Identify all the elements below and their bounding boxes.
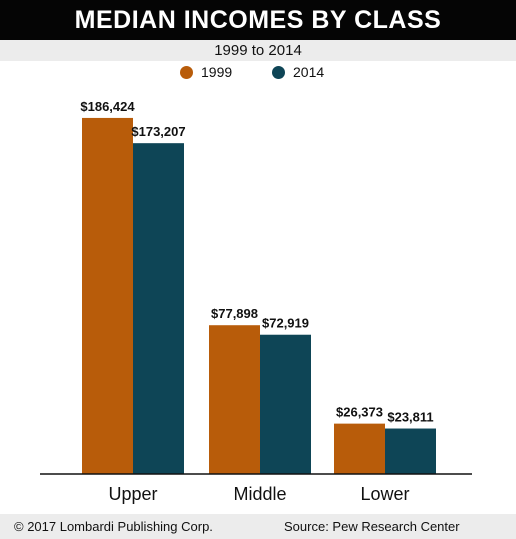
category-label-lower: Lower [360,484,409,504]
data-label-upper-2014: $173,207 [131,124,185,139]
category-label-middle: Middle [233,484,286,504]
bar-middle-1999 [209,325,260,474]
legend-label-2014: 2014 [293,64,325,80]
data-label-lower-1999: $26,373 [336,405,383,420]
source-text: Source: Pew Research Center [284,519,460,534]
legend-swatch-1999 [180,65,193,79]
chart-subtitle: 1999 to 2014 [214,42,302,59]
category-label-upper: Upper [108,484,157,504]
legend-label-1999: 1999 [201,64,233,80]
bars-group: $186,424 $173,207 $77,898 $72,919 $26,373 $23… [80,99,436,475]
legend-item-1999: 1999 [180,64,232,80]
data-label-middle-2014: $72,919 [262,316,309,331]
data-label-middle-1999: $77,898 [211,306,258,321]
bar-upper-1999 [82,117,133,474]
bar-lower-2014 [385,428,436,474]
legend-swatch-2014 [272,65,285,79]
bar-chart: $186,424 $173,207 $77,898 $72,919 $26,373 $23… [40,99,472,504]
legend: 1999 2014 [0,64,516,84]
data-label-lower-2014: $23,811 [387,410,433,425]
footer: © 2017 Lombardi Publishing Corp. Source:… [0,514,516,539]
data-label-upper-1999: $186,424 [80,99,135,114]
category-labels: Upper Middle Lower [108,484,409,504]
bar-middle-2014 [260,334,311,474]
chart-title: MEDIAN INCOMES BY CLASS [74,5,442,34]
legend-item-2014: 2014 [272,64,324,80]
bar-lower-1999 [334,423,385,474]
title-bar: MEDIAN INCOMES BY CLASS [0,0,516,40]
bar-upper-2014 [133,143,184,475]
copyright-text: © 2017 Lombardi Publishing Corp. [14,519,213,534]
subtitle-band: 1999 to 2014 [0,40,516,61]
